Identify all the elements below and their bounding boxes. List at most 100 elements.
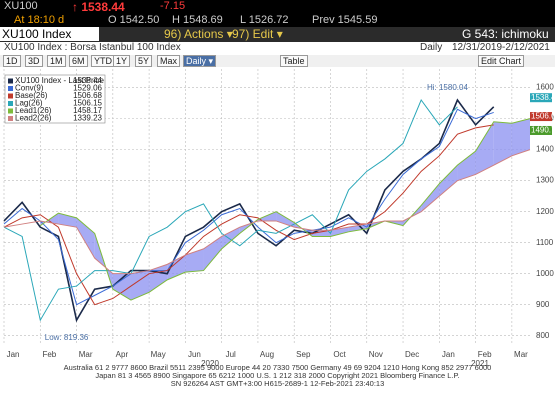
x-tick-label: Apr [116,350,129,359]
cloud [421,183,440,212]
x-tick-label: Jun [188,350,201,359]
legend-swatch [8,101,13,106]
legend-swatch [8,93,13,99]
security[interactable]: XU100 Index [0,27,100,41]
quote-row: XU100 ↑ 1538.44 -7.15 [0,0,555,14]
footer-line: Australia 61 2 9777 8600 Brazil 5511 239… [63,363,492,372]
cloud [439,165,458,197]
cloud [76,217,95,259]
legend-label: Base(26) [15,91,48,100]
x-tick-label: Sep [296,350,311,359]
footer-line: SN 926264 AST GMT+3:00 H615-2689-1 12-Fe… [170,379,385,388]
y-tick-label: 1200 [536,207,554,216]
legend-swatch [8,116,13,121]
x-tick-label: Nov [369,350,383,359]
cloud [511,118,530,156]
legend-label: Lead2(26) [15,114,52,123]
legend-value: 1506.15 [73,99,102,108]
x-tick-label: Jul [226,350,236,359]
legend-label: Lead1(26) [15,106,52,115]
actions-menu[interactable]: 96) Actions ▾ [164,27,233,41]
period-button[interactable]: 6M [69,55,88,67]
toolbar: 1D 3D 1M 6M YTD 1Y 5Y Max Daily ▾ Table Edit Chart [0,55,555,67]
series-line [39,118,531,301]
cloud [203,236,222,271]
function: G 543: ichimoku [462,27,549,41]
y-tick-label: 900 [536,300,550,309]
x-tick-label: Mar [79,350,93,359]
period-button[interactable]: 3D [25,55,43,67]
legend-swatch [8,108,13,114]
annotation: Low: 819.36 [45,333,89,342]
x-tick-label: Feb [42,350,56,359]
value-tag-label: 1490.78 [531,126,555,135]
interval-select[interactable]: Daily ▾ [183,55,217,67]
time: At 18:10 d [14,14,65,26]
year-label: 2021 [471,359,489,367]
series-line [3,99,458,322]
x-tick-label: Aug [260,350,274,359]
annotation: Hi: 1580.04 [427,83,468,92]
description: XU100 Index : Borsa Istanbul 100 Index [4,42,181,53]
y-tick-label: 1600 [536,83,554,92]
value-tag [530,93,552,103]
cloud [493,121,512,166]
cloud [130,270,150,301]
x-tick-label: Feb [478,350,492,359]
legend-value: 1529.06 [73,84,102,93]
period-button[interactable]: YTD [91,55,115,67]
period-button[interactable]: 1D [3,55,21,67]
x-tick-label: May [151,350,166,359]
y-tick-label: 1100 [536,238,554,247]
y-tick-label: 800 [536,331,550,340]
x-tick-label: Jan [7,350,20,359]
period-button[interactable]: 5Y [135,55,153,67]
x-tick-label: Dec [405,350,419,359]
legend-value: 1538.44 [73,76,102,85]
legend-value: 1506.68 [73,91,102,100]
legend [4,74,106,124]
footer: Australia 61 2 9777 8600 Brazil 5511 239… [0,364,555,388]
cloud [276,211,295,228]
low: L 1526.72 [240,14,289,26]
y-tick-label: 1300 [536,176,554,185]
period-button[interactable]: 1M [47,55,66,67]
year-label: 2020 [201,359,219,367]
cloud [40,213,59,226]
value-tag-label: 1506.68 [531,112,555,121]
legend-value: 1458.17 [73,106,102,115]
footer-line: Japan 81 3 4565 8900 Singapore 65 6212 1… [95,371,460,380]
period-button[interactable]: 1Y [113,55,131,67]
cloud [457,151,476,181]
table-button[interactable]: Table [280,55,308,67]
value-tag [530,125,552,135]
series-line [3,149,531,275]
command-row: XU100 Index 96) Actions ▾ 97) Edit ▾ G 5… [0,27,555,42]
description-row: XU100 Index : Borsa Istanbul 100 Index D… [0,42,555,56]
x-tick-label: Jan [442,350,455,359]
y-tick-label: 1400 [536,145,554,154]
range: 12/31/2019-2/12/2021 [452,42,550,53]
high: H 1548.69 [172,14,223,26]
value-tag [530,112,552,122]
edit-chart-button[interactable]: Edit Chart [478,55,525,67]
series-line [3,98,495,323]
last-price: ↑ 1538.44 [72,0,125,14]
series-line [3,108,494,306]
legend-swatch [8,78,13,84]
legend-label: Lag(26) [15,99,43,108]
change: -7.15 [160,0,186,12]
ohlc-row: At 18:10 d O 1542.50 H 1548.69 L 1526.72… [0,14,555,27]
prev: Prev 1545.59 [312,14,378,26]
edit-menu[interactable]: 97) Edit ▾ [232,27,283,41]
period-button[interactable]: Max [157,55,181,67]
legend-value: 1339.23 [73,114,102,123]
legend-label: Conv(9) [15,84,44,93]
cloud [348,224,367,232]
x-tick-label: Mar [514,350,528,359]
value-tag-label: 1538.44 [531,93,555,102]
cloud [112,273,131,301]
cloud [221,227,240,249]
cloud [475,121,494,175]
